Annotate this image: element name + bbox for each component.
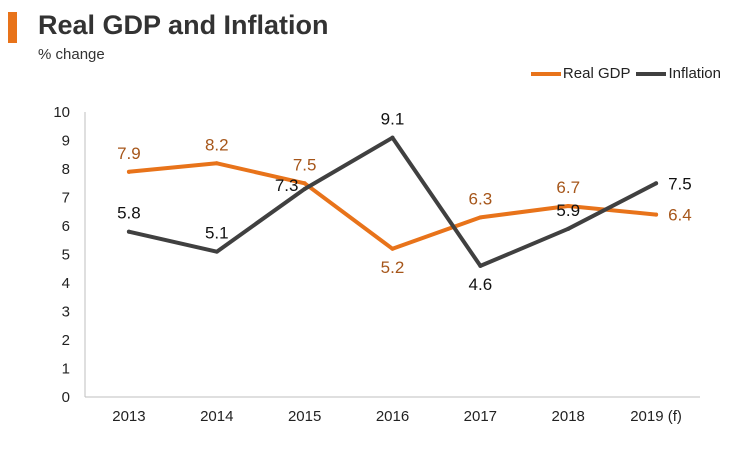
y-tick-label: 6: [62, 218, 70, 235]
data-point: [126, 169, 131, 174]
y-tick-label: 5: [62, 247, 70, 264]
data-point: [302, 186, 307, 191]
data-point: [478, 215, 483, 220]
data-label-inflation: 9.1: [381, 110, 405, 129]
data-point: [390, 135, 395, 140]
data-point: [654, 181, 659, 186]
data-label-real-gdp: 7.5: [293, 155, 317, 174]
x-tick-label: 2015: [288, 408, 321, 425]
x-tick-label: 2017: [464, 408, 497, 425]
data-point: [390, 246, 395, 251]
data-label-real-gdp: 7.9: [117, 144, 141, 163]
y-tick-label: 2: [62, 332, 70, 349]
data-label-inflation: 7.5: [668, 174, 692, 193]
legend: Real GDP Inflation: [525, 65, 721, 82]
y-tick-label: 9: [62, 133, 70, 150]
legend-swatch-inflation: [636, 71, 667, 76]
y-tick-label: 10: [53, 104, 70, 121]
chart-title: Real GDP and Inflation: [38, 10, 329, 40]
data-label-inflation: 5.9: [556, 201, 580, 220]
data-point: [478, 263, 483, 268]
y-tick-label: 3: [62, 304, 70, 321]
data-point: [302, 181, 307, 186]
data-label-real-gdp: 6.3: [469, 189, 493, 208]
y-tick-label: 1: [62, 361, 70, 378]
data-label-real-gdp: 6.7: [556, 178, 580, 197]
data-label-inflation: 7.3: [275, 176, 299, 195]
data-label-inflation: 5.1: [205, 224, 229, 243]
legend-item-real-gdp: Real GDP: [530, 65, 631, 82]
data-label-inflation: 4.6: [469, 275, 493, 294]
y-tick-label: 8: [62, 161, 70, 178]
data-point: [214, 161, 219, 166]
data-label-inflation: 5.8: [117, 204, 141, 223]
legend-label-inflation: Inflation: [668, 65, 721, 82]
data-point: [214, 249, 219, 254]
data-point: [566, 204, 571, 209]
legend-swatch-real-gdp: [530, 71, 561, 76]
y-tick-label: 7: [62, 190, 70, 207]
y-tick-label: 4: [62, 275, 70, 292]
data-label-real-gdp: 6.4: [668, 206, 692, 225]
data-point: [126, 229, 131, 234]
x-tick-label: 2016: [376, 408, 409, 425]
data-label-real-gdp: 5.2: [381, 258, 405, 277]
x-tick-label: 2013: [112, 408, 145, 425]
x-tick-label: 2018: [552, 408, 585, 425]
chart-subtitle: % change: [38, 46, 105, 63]
x-tick-label: 2019 (f): [630, 408, 682, 425]
legend-label-real-gdp: Real GDP: [562, 65, 631, 82]
legend-item-inflation: Inflation: [636, 65, 721, 82]
x-tick-label: 2014: [200, 408, 233, 425]
data-point: [566, 226, 571, 231]
y-tick-label: 0: [62, 389, 70, 406]
data-label-real-gdp: 8.2: [205, 135, 229, 154]
data-point: [654, 212, 659, 217]
title-accent-bar: [8, 12, 17, 43]
